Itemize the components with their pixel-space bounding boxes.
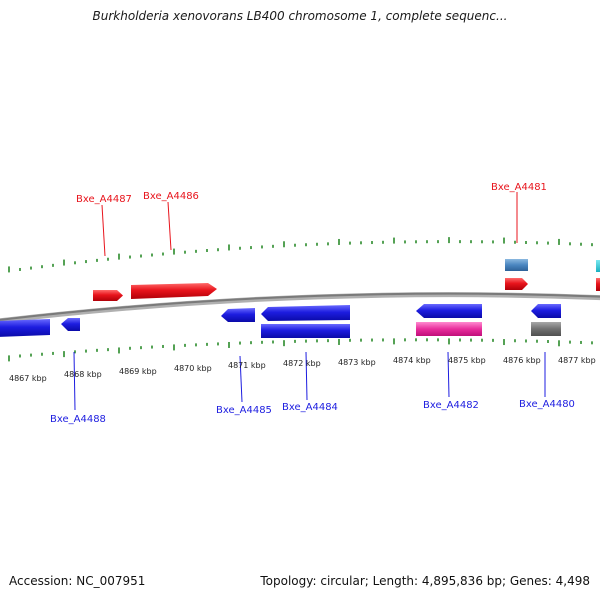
gene-arrow-bxe-a4482[interactable]	[416, 304, 482, 318]
gene-arrow-bxe-a4484-a[interactable]	[261, 305, 350, 321]
accession-text: Accession: NC_007951	[9, 574, 146, 588]
scale-label-4875: 4875 kbp	[448, 356, 486, 365]
scale-label-4869: 4869 kbp	[119, 367, 157, 376]
scale-label-4871: 4871 kbp	[228, 361, 266, 370]
scale-labels: 4867 kbp 4868 kbp 4869 kbp 4870 kbp 4871…	[9, 356, 596, 383]
gene-arrow-bxe-a4481[interactable]	[505, 278, 528, 290]
gene-label-bxe-a4487[interactable]: Bxe_A4487	[76, 194, 132, 257]
svg-text:Bxe_A4485: Bxe_A4485	[216, 405, 272, 416]
topology-summary: Topology: circular; Length: 4,895,836 bp…	[260, 574, 590, 588]
gene-arrow-bxe-a4485[interactable]	[221, 308, 255, 322]
svg-text:Bxe_A4484: Bxe_A4484	[282, 402, 338, 413]
gene-box-bxe-a4484-b[interactable]	[261, 324, 350, 338]
gene-box-pseudo[interactable]	[531, 322, 561, 336]
scale-label-4874: 4874 kbp	[393, 356, 431, 365]
gene-label-bxe-a4484[interactable]: Bxe_A4484	[282, 351, 338, 413]
svg-text:Bxe_A4480: Bxe_A4480	[519, 399, 575, 410]
svg-text:Bxe_A4481: Bxe_A4481	[491, 182, 547, 193]
bottom-scale-ticks	[8, 338, 593, 362]
scale-label-4868: 4868 kbp	[64, 370, 102, 379]
gene-arrow-left-edge[interactable]	[0, 319, 50, 337]
scale-label-4867: 4867 kbp	[9, 374, 47, 383]
gene-box-rna[interactable]	[416, 322, 482, 336]
gene-box-red-edge[interactable]	[596, 278, 600, 291]
svg-text:Bxe_A4486: Bxe_A4486	[143, 191, 199, 202]
gene-box-steel[interactable]	[505, 259, 528, 271]
gene-label-bxe-a4488[interactable]: Bxe_A4488	[50, 351, 106, 425]
gene-label-bxe-a4485[interactable]: Bxe_A4485	[216, 355, 272, 416]
gene-arrow-bxe-a4487[interactable]	[93, 290, 123, 301]
chromosome-backbone-core	[0, 292, 600, 321]
gene-label-bxe-a4480[interactable]: Bxe_A4480	[519, 352, 575, 410]
gene-arrow-bxe-a4486[interactable]	[131, 283, 217, 299]
scale-label-4870: 4870 kbp	[174, 364, 212, 373]
scale-label-4872: 4872 kbp	[283, 359, 321, 368]
svg-text:Bxe_A4488: Bxe_A4488	[50, 414, 106, 425]
svg-text:Bxe_A4487: Bxe_A4487	[76, 194, 132, 205]
chromosome-backbone	[0, 292, 600, 324]
map-title: Burkholderia xenovorans LB400 chromosome…	[92, 9, 508, 23]
scale-label-4873: 4873 kbp	[338, 358, 376, 367]
gene-label-bxe-a4486[interactable]: Bxe_A4486	[143, 191, 199, 251]
scale-label-4877: 4877 kbp	[558, 356, 596, 365]
scale-label-4876: 4876 kbp	[503, 356, 541, 365]
gene-arrow-bxe-a4488[interactable]	[61, 318, 80, 331]
svg-text:Bxe_A4482: Bxe_A4482	[423, 400, 479, 411]
gene-label-bxe-a4481[interactable]: Bxe_A4481	[491, 182, 547, 243]
gene-arrow-bxe-a4480[interactable]	[531, 304, 561, 318]
top-scale-ticks	[8, 237, 593, 273]
gene-box-cyan-edge[interactable]	[596, 260, 600, 272]
gene-label-bxe-a4482[interactable]: Bxe_A4482	[423, 351, 479, 411]
